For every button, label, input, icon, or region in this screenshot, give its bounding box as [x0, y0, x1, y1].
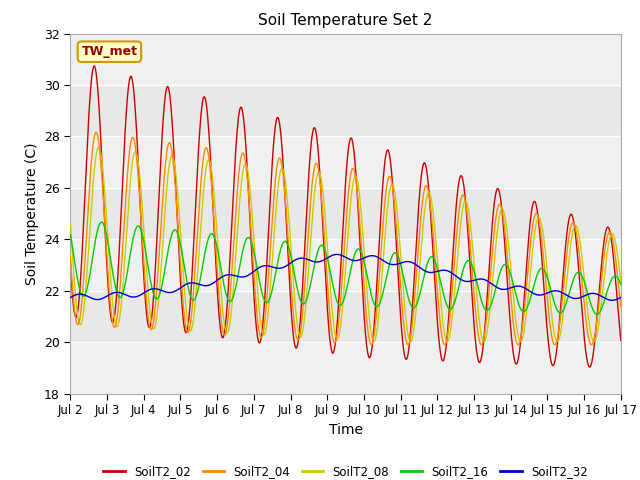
SoilT2_04 — [431, 261, 439, 266]
SoilT2_08 — [504, 229, 511, 235]
SoilT2_02 — [552, 354, 559, 360]
Legend: SoilT2_02, SoilT2_04, SoilT2_08, SoilT2_16, SoilT2_32: SoilT2_02, SoilT2_04, SoilT2_08, SoilT2_… — [99, 461, 593, 480]
SoilT2_08 — [251, 249, 259, 255]
SoilT2_16 — [431, 259, 439, 264]
SoilT2_16 — [552, 304, 559, 310]
SoilT2_04 — [617, 304, 625, 310]
SoilT2_32 — [608, 298, 616, 303]
SoilT2_08 — [590, 339, 598, 345]
Text: TW_met: TW_met — [81, 45, 138, 58]
SoilT2_32 — [175, 286, 183, 291]
SoilT2_32 — [431, 269, 439, 275]
Line: SoilT2_02: SoilT2_02 — [70, 66, 621, 367]
SoilT2_02 — [504, 277, 511, 283]
SoilT2_16 — [617, 282, 625, 288]
SoilT2_02 — [431, 288, 439, 293]
SoilT2_16 — [504, 263, 511, 269]
Bar — [70, 136, 621, 188]
SoilT2_08 — [67, 220, 74, 226]
Title: Soil Temperature Set 2: Soil Temperature Set 2 — [259, 13, 433, 28]
SoilT2_04 — [92, 130, 100, 135]
SoilT2_08 — [431, 231, 439, 237]
Bar — [70, 240, 621, 291]
SoilT2_04 — [588, 342, 595, 348]
SoilT2_32 — [617, 295, 625, 300]
Bar — [70, 342, 621, 394]
SoilT2_04 — [552, 341, 559, 347]
SoilT2_16 — [97, 219, 105, 225]
SoilT2_08 — [95, 144, 102, 150]
Bar — [70, 34, 621, 85]
SoilT2_08 — [189, 318, 197, 324]
SoilT2_02 — [189, 251, 197, 256]
SoilT2_08 — [176, 219, 184, 225]
SoilT2_02 — [67, 261, 74, 266]
SoilT2_04 — [176, 253, 184, 259]
X-axis label: Time: Time — [328, 422, 363, 437]
SoilT2_16 — [176, 239, 184, 244]
SoilT2_16 — [593, 312, 601, 317]
SoilT2_08 — [617, 279, 625, 285]
Line: SoilT2_32: SoilT2_32 — [70, 254, 621, 300]
SoilT2_08 — [552, 336, 559, 342]
SoilT2_16 — [251, 252, 259, 258]
SoilT2_32 — [189, 280, 196, 286]
Y-axis label: Soil Temperature (C): Soil Temperature (C) — [24, 143, 38, 285]
SoilT2_16 — [189, 297, 197, 303]
Line: SoilT2_08: SoilT2_08 — [70, 147, 621, 342]
SoilT2_32 — [504, 286, 511, 292]
Line: SoilT2_04: SoilT2_04 — [70, 132, 621, 345]
SoilT2_04 — [504, 253, 511, 259]
SoilT2_32 — [250, 268, 258, 274]
SoilT2_04 — [251, 284, 259, 290]
SoilT2_32 — [67, 295, 74, 300]
SoilT2_02 — [251, 305, 259, 311]
SoilT2_32 — [552, 288, 559, 294]
SoilT2_02 — [90, 63, 98, 69]
Line: SoilT2_16: SoilT2_16 — [70, 222, 621, 314]
SoilT2_04 — [67, 254, 74, 260]
SoilT2_02 — [617, 337, 625, 343]
SoilT2_16 — [67, 232, 74, 238]
SoilT2_32 — [333, 252, 341, 257]
SoilT2_04 — [189, 293, 197, 299]
SoilT2_02 — [176, 267, 184, 273]
SoilT2_02 — [586, 364, 594, 370]
